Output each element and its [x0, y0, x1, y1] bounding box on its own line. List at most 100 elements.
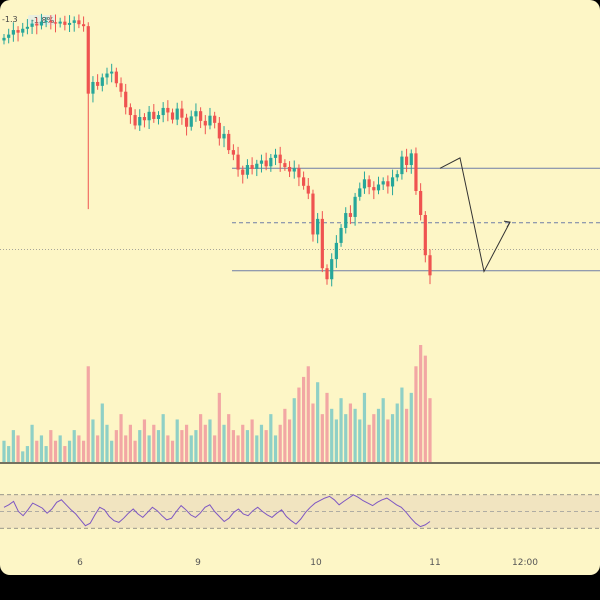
volume-bar: [67, 440, 72, 462]
candle-body: [49, 20, 53, 23]
volume-bar: [49, 430, 53, 462]
candle-body: [376, 184, 381, 191]
volume-bar: [147, 435, 151, 462]
candle-body: [58, 21, 62, 24]
candle-body: [339, 227, 343, 243]
candle-body: [25, 26, 30, 29]
volume-bar: [166, 435, 170, 462]
volume-bar: [306, 366, 310, 462]
volume-bar: [100, 403, 104, 462]
candle-body: [16, 30, 20, 33]
rsi-panel: [0, 494, 600, 529]
volume-bar: [152, 424, 156, 462]
volume-bar: [386, 419, 390, 462]
candle-body: [306, 185, 310, 194]
candle-body: [419, 190, 423, 215]
candle-body: [53, 22, 58, 24]
candle-body: [194, 111, 198, 117]
volume-bar: [77, 435, 81, 462]
candle-body: [35, 23, 39, 26]
candle-body: [330, 259, 334, 280]
candle-body: [217, 122, 221, 139]
candle-body: [227, 133, 231, 151]
candle-body: [96, 81, 100, 86]
candle-body: [395, 174, 399, 178]
candle-body: [119, 83, 123, 92]
candle-body: [390, 177, 395, 187]
candle-body: [222, 133, 226, 139]
candle-body: [386, 181, 390, 187]
volume-bar: [348, 403, 353, 462]
candle-body: [404, 156, 409, 166]
volume-bar: [175, 419, 179, 462]
candle-body: [311, 193, 315, 235]
candle-body: [372, 187, 376, 191]
volume-bar: [325, 392, 329, 462]
x-tick-label: 6: [77, 558, 83, 568]
volume-bar: [72, 430, 76, 462]
volume-bar: [372, 414, 376, 462]
volume-bar: [63, 446, 67, 462]
projection-path: [439, 157, 511, 273]
volume-bar: [409, 392, 413, 462]
volume-bar: [419, 345, 423, 462]
volume-bar: [217, 392, 221, 462]
candle-body: [77, 20, 81, 25]
volume-bar: [208, 419, 212, 462]
volume-bar: [194, 430, 198, 462]
candle-body: [231, 150, 235, 155]
volume-bar: [287, 419, 292, 462]
candle-body: [213, 115, 217, 123]
x-tick-label: 12:00: [512, 558, 538, 568]
candle-body: [409, 153, 413, 166]
candle-body: [133, 115, 137, 126]
candle-body: [348, 213, 353, 217]
candle-body: [21, 28, 25, 33]
volume-bar: [353, 408, 357, 462]
candle-body: [189, 116, 193, 127]
volume-bar: [404, 408, 409, 462]
volume-bar: [245, 430, 250, 462]
candle-body: [105, 73, 109, 78]
candle-body: [11, 30, 15, 35]
volume-bar: [142, 419, 147, 462]
volume-bar: [302, 376, 306, 462]
volume-bar: [231, 430, 235, 462]
candle-body: [259, 160, 264, 164]
volume-bar: [241, 424, 245, 462]
volume-bar: [203, 424, 207, 462]
candle-body: [142, 117, 147, 121]
candle-body: [138, 117, 142, 126]
volume-bar: [105, 424, 109, 462]
candle-body: [292, 168, 296, 172]
candle-body: [114, 71, 118, 84]
volume-bar: [2, 440, 6, 462]
volume-bar: [250, 419, 254, 462]
volume-bar: [11, 430, 15, 462]
legend-badge-box: [28, 15, 56, 25]
x-tick-label: 9: [195, 558, 201, 568]
candle-body: [63, 21, 67, 25]
x-tick-label: 10: [310, 558, 322, 568]
candle-body: [325, 268, 329, 280]
volume-bar: [259, 424, 264, 462]
candle-body: [128, 107, 132, 116]
candle-body: [7, 34, 11, 38]
candle-body: [81, 24, 86, 27]
candle-body: [110, 71, 114, 74]
volume-bar: [128, 424, 132, 462]
candle-body: [362, 179, 367, 189]
candle-body: [44, 20, 48, 23]
volume-bar: [44, 446, 48, 462]
legend-badge: -1.8%: [31, 16, 55, 25]
volume-bar: [358, 419, 362, 462]
candle-body: [39, 21, 44, 26]
volume-bar: [395, 403, 399, 462]
candle-body: [170, 112, 175, 120]
volume-bar: [170, 440, 175, 462]
volume-bar: [58, 435, 62, 462]
projection-arrowhead: [503, 220, 511, 228]
candle-body: [428, 255, 432, 276]
